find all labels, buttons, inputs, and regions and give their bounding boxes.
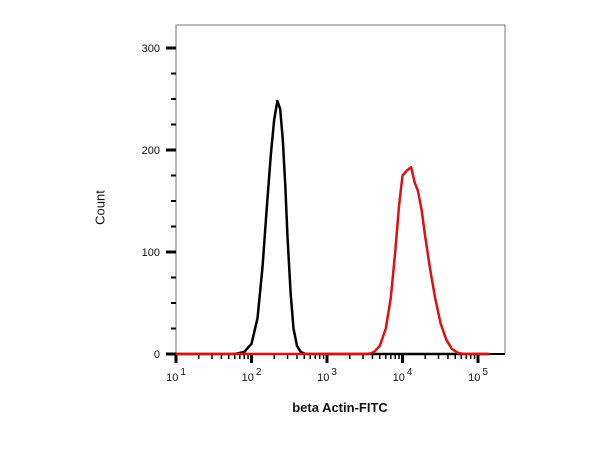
- y-tick-label: 0: [154, 349, 160, 361]
- y-axis: 0 100 200 300: [142, 43, 176, 361]
- x-axis-label: beta Actin-FITC: [292, 400, 388, 415]
- x-tick-label: 10 1: [166, 367, 186, 384]
- histogram-series-line: [176, 99, 489, 356]
- x-tick-label: 10 4: [393, 367, 413, 384]
- x-tick-label: 10 2: [242, 367, 262, 384]
- x-axis: 10 1 10 2 10 3 10 4 10 5: [166, 353, 505, 384]
- plot-frame: [175, 24, 506, 355]
- y-tick-label: 300: [142, 43, 160, 55]
- y-tick-label: 200: [142, 145, 160, 157]
- x-tick-label: 10 5: [468, 367, 488, 384]
- series-group: [176, 99, 489, 356]
- y-tick-label: 100: [142, 247, 160, 259]
- x-tick-label: 10 3: [317, 367, 337, 384]
- y-axis-label: Count: [92, 190, 108, 225]
- histogram-series-line: [176, 166, 489, 356]
